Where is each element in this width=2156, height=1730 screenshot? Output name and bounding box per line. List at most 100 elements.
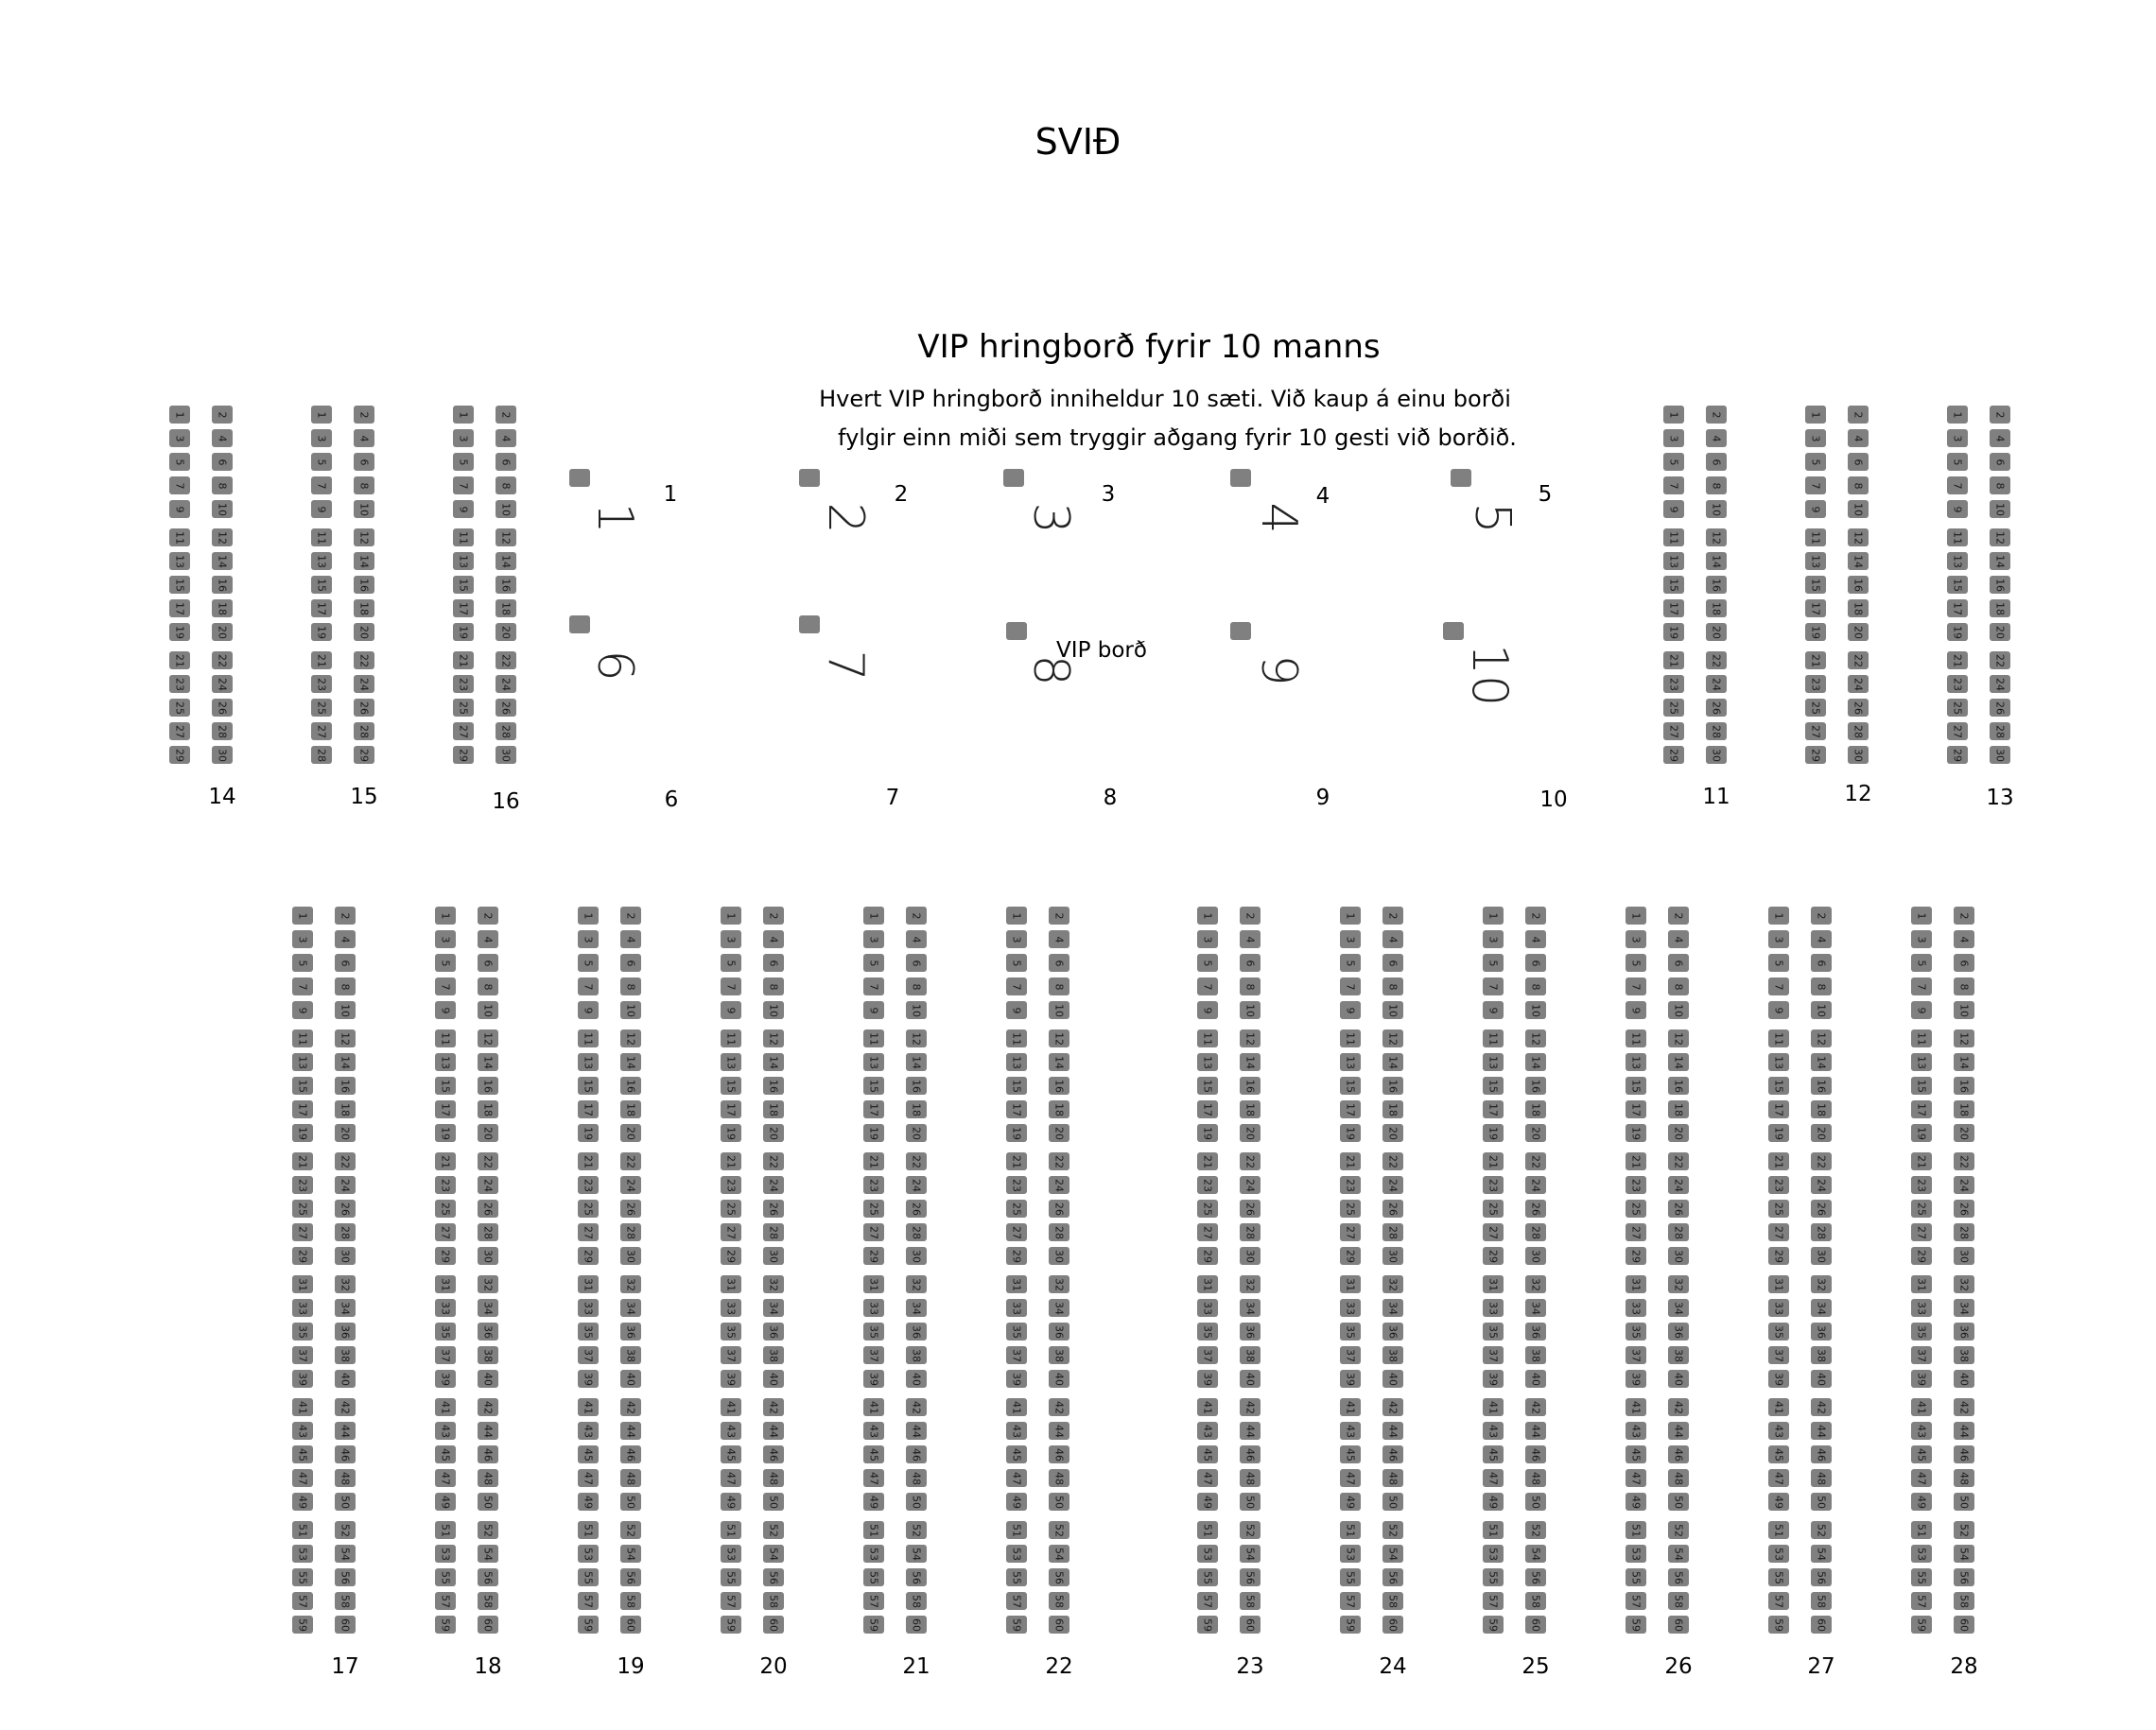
seat[interactable]: 22 (620, 1152, 641, 1170)
seat[interactable]: 1 (1663, 406, 1684, 424)
seat[interactable]: 47 (721, 1469, 741, 1487)
seat[interactable]: 27 (863, 1223, 884, 1241)
seat[interactable]: 12 (906, 1029, 927, 1047)
seat[interactable]: 35 (721, 1323, 741, 1341)
seat[interactable]: 17 (1663, 599, 1684, 617)
seat[interactable]: 8 (906, 977, 927, 995)
seat[interactable]: 10 (496, 500, 516, 518)
seat[interactable]: 9 (1006, 1001, 1027, 1019)
seat[interactable]: 8 (1240, 977, 1261, 995)
seat[interactable]: 47 (435, 1469, 456, 1487)
seat[interactable]: 17 (1768, 1100, 1789, 1118)
seat[interactable]: 16 (1049, 1077, 1069, 1095)
seat[interactable]: 32 (1049, 1275, 1069, 1293)
seat[interactable]: 29 (578, 1247, 599, 1265)
seat[interactable]: 2 (1668, 907, 1689, 925)
seat[interactable]: 42 (1668, 1398, 1689, 1416)
seat[interactable]: 8 (478, 977, 498, 995)
seat[interactable]: 28 (1811, 1223, 1832, 1241)
seat[interactable]: 34 (906, 1299, 927, 1317)
seat[interactable]: 15 (1340, 1077, 1361, 1095)
seat[interactable]: 10 (1954, 1001, 1974, 1019)
seat[interactable]: 24 (354, 675, 374, 693)
seat[interactable]: 48 (335, 1469, 356, 1487)
seat[interactable]: 12 (1706, 528, 1727, 546)
seat[interactable]: 11 (1340, 1029, 1361, 1047)
seat[interactable]: 13 (1663, 552, 1684, 570)
seat[interactable]: 11 (1768, 1029, 1789, 1047)
seat[interactable]: 31 (1768, 1275, 1789, 1293)
seat[interactable]: 28 (1990, 722, 2010, 740)
seat[interactable]: 54 (1382, 1545, 1403, 1563)
seat[interactable]: 9 (453, 500, 474, 518)
seat[interactable]: 29 (435, 1247, 456, 1265)
seat[interactable]: 22 (1848, 651, 1869, 669)
seat[interactable]: 33 (1768, 1299, 1789, 1317)
seat[interactable]: 34 (1382, 1299, 1403, 1317)
seat[interactable]: 43 (1340, 1422, 1361, 1440)
seat[interactable]: 38 (1525, 1346, 1546, 1364)
seat[interactable]: 35 (1483, 1323, 1504, 1341)
seat[interactable]: 25 (311, 699, 332, 717)
seat[interactable]: 5 (1197, 954, 1218, 972)
seat[interactable]: 54 (1049, 1545, 1069, 1563)
seat[interactable]: 50 (1954, 1493, 1974, 1511)
seat[interactable]: 9 (1911, 1001, 1932, 1019)
seat[interactable]: 5 (1340, 954, 1361, 972)
seat[interactable]: 25 (1947, 699, 1968, 717)
seat[interactable]: 29 (721, 1247, 741, 1265)
seat[interactable]: 28 (1049, 1223, 1069, 1241)
seat[interactable]: 13 (453, 552, 474, 570)
seat[interactable]: 3 (1340, 930, 1361, 948)
seat[interactable]: 14 (763, 1053, 784, 1071)
seat[interactable]: 7 (1911, 977, 1932, 995)
seat[interactable]: 28 (1525, 1223, 1546, 1241)
seat[interactable]: 56 (1954, 1568, 1974, 1586)
seat[interactable]: 7 (1805, 476, 1826, 494)
seat[interactable]: 33 (1626, 1299, 1646, 1317)
seat[interactable]: 37 (578, 1346, 599, 1364)
seat[interactable]: 49 (1197, 1493, 1218, 1511)
seat[interactable]: 57 (721, 1592, 741, 1610)
seat[interactable]: 15 (1911, 1077, 1932, 1095)
seat[interactable]: 6 (1954, 954, 1974, 972)
seat[interactable]: 55 (1911, 1568, 1932, 1586)
seat[interactable]: 19 (311, 623, 332, 641)
seat[interactable]: 45 (1911, 1445, 1932, 1463)
seat[interactable]: 26 (1240, 1200, 1261, 1218)
seat[interactable]: 24 (212, 675, 233, 693)
seat[interactable]: 22 (1668, 1152, 1689, 1170)
seat[interactable]: 18 (212, 599, 233, 617)
seat[interactable]: 4 (1848, 429, 1869, 447)
seat[interactable]: 53 (1768, 1545, 1789, 1563)
seat[interactable]: 16 (1706, 576, 1727, 594)
seat[interactable]: 27 (1768, 1223, 1789, 1241)
seat[interactable]: 60 (763, 1616, 784, 1634)
seat[interactable]: 45 (292, 1445, 313, 1463)
seat[interactable]: 9 (1340, 1001, 1361, 1019)
seat[interactable]: 11 (1805, 528, 1826, 546)
seat[interactable]: 58 (478, 1592, 498, 1610)
seat[interactable]: 8 (1382, 977, 1403, 995)
seat[interactable]: 45 (1626, 1445, 1646, 1463)
seat[interactable]: 40 (763, 1370, 784, 1388)
seat[interactable]: 13 (578, 1053, 599, 1071)
seat[interactable]: 34 (1240, 1299, 1261, 1317)
seat[interactable]: 5 (169, 453, 190, 471)
seat[interactable]: 29 (1340, 1247, 1361, 1265)
seat[interactable]: 22 (354, 651, 374, 669)
seat[interactable]: 48 (1811, 1469, 1832, 1487)
seat[interactable]: 10 (1525, 1001, 1546, 1019)
seat[interactable]: 19 (1483, 1124, 1504, 1142)
seat[interactable]: 49 (1340, 1493, 1361, 1511)
seat[interactable]: 36 (620, 1323, 641, 1341)
seat[interactable]: 24 (335, 1176, 356, 1194)
seat[interactable]: 38 (1049, 1346, 1069, 1364)
vip-table-9-seat[interactable] (1230, 622, 1251, 640)
seat[interactable]: 3 (435, 930, 456, 948)
vip-table-8-seat[interactable] (1006, 622, 1027, 640)
seat[interactable]: 2 (1811, 907, 1832, 925)
seat[interactable]: 58 (1668, 1592, 1689, 1610)
seat[interactable]: 40 (1811, 1370, 1832, 1388)
seat[interactable]: 60 (906, 1616, 927, 1634)
